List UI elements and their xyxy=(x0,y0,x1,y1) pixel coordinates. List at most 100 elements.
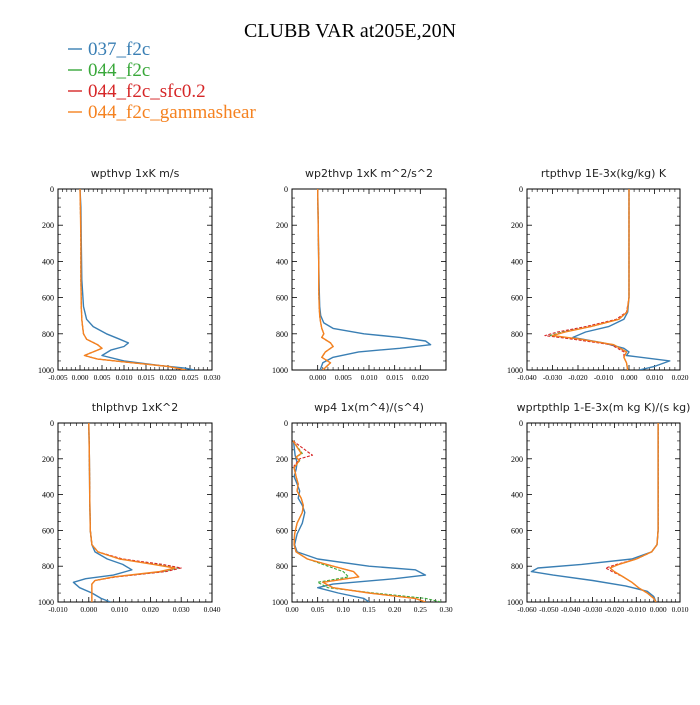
panel: thlpthvp 1xK^2 0 200 400 600 800 1000-0.010 0.0… xyxy=(38,401,221,614)
series-line xyxy=(292,440,426,602)
y-tick-label: 800 xyxy=(276,562,288,571)
y-tick-label: 1000 xyxy=(272,366,288,375)
series-group xyxy=(317,189,432,370)
y-tick-label: 800 xyxy=(276,330,288,339)
legend-entry: 037_f2c xyxy=(68,39,150,60)
x-tick-label: 0.000 xyxy=(309,373,326,382)
x-tick-label: 0.05 xyxy=(311,605,324,614)
y-tick-label: 800 xyxy=(42,562,54,571)
series-line xyxy=(605,423,659,602)
x-tick-label: -0.010 xyxy=(627,605,647,614)
x-tick-label: -0.005 xyxy=(48,373,68,382)
x-tick-label: 0.25 xyxy=(414,605,427,614)
panel-title: thlpthvp 1xK^2 xyxy=(92,401,179,414)
x-tick-label: 0.000 xyxy=(621,373,638,382)
x-tick-label: -0.040 xyxy=(561,605,581,614)
panel: wprtpthlp 1-E-3x(m kg K)/(s kg) 0 200 400 60… xyxy=(507,401,690,614)
y-tick-label: 400 xyxy=(511,257,523,266)
series-group xyxy=(79,189,195,370)
x-tick-label: 0.015 xyxy=(138,373,155,382)
y-tick-label: 1000 xyxy=(507,366,523,375)
x-tick-label: -0.050 xyxy=(539,605,559,614)
figure-title: CLUBB VAR at205E,20N xyxy=(244,20,456,42)
legend-label: 044_f2c_gammashear xyxy=(88,102,256,123)
y-tick-label: 0 xyxy=(519,185,523,194)
series-line xyxy=(79,189,186,370)
y-tick-label: 600 xyxy=(42,294,54,303)
x-tick-label: 0.15 xyxy=(362,605,375,614)
y-tick-label: 200 xyxy=(511,221,523,230)
panel-title: wpthvp 1xK m/s xyxy=(91,167,180,180)
x-tick-label: 0.010 xyxy=(116,373,133,382)
series-line xyxy=(88,423,176,602)
x-tick-label: -0.030 xyxy=(543,373,563,382)
series-line xyxy=(317,189,432,370)
x-tick-label: 0.00 xyxy=(285,605,298,614)
x-tick-label: 0.030 xyxy=(204,373,221,382)
y-tick-label: 200 xyxy=(511,455,523,464)
x-tick-label: -0.020 xyxy=(605,605,625,614)
y-tick-label: 800 xyxy=(42,330,54,339)
panel: wp2thvp 1xK m^2/s^2 0 200 400 600 800 1000 0.00… xyxy=(272,167,447,382)
y-tick-label: 400 xyxy=(276,491,288,500)
y-tick-label: 0 xyxy=(284,185,288,194)
x-tick-label: 0.20 xyxy=(388,605,401,614)
y-tick-label: 600 xyxy=(276,294,288,303)
x-tick-label: 0.020 xyxy=(412,373,429,382)
x-tick-label: 0.005 xyxy=(94,373,111,382)
y-tick-label: 0 xyxy=(50,419,54,428)
x-tick-label: -0.030 xyxy=(583,605,603,614)
series-line xyxy=(609,423,659,602)
x-tick-label: -0.020 xyxy=(568,373,588,382)
y-tick-label: 800 xyxy=(511,330,523,339)
panel-title: wprtpthlp 1-E-3x(m kg K)/(s kg) xyxy=(517,401,691,414)
y-tick-label: 0 xyxy=(284,419,288,428)
x-tick-label: 0.000 xyxy=(650,605,667,614)
y-tick-label: 1000 xyxy=(38,598,54,607)
x-tick-label: -0.010 xyxy=(48,605,68,614)
x-tick-label: 0.020 xyxy=(142,605,159,614)
series-group xyxy=(544,189,671,370)
series-line xyxy=(79,189,186,370)
x-tick-label: -0.060 xyxy=(517,605,537,614)
series-line xyxy=(549,189,630,370)
y-tick-label: 200 xyxy=(276,455,288,464)
x-tick-label: 0.10 xyxy=(337,605,350,614)
legend-label: 044_f2c xyxy=(88,60,150,81)
legend-entry: 044_f2c xyxy=(68,60,150,81)
legend-label: 044_f2c_sfc0.2 xyxy=(88,81,206,102)
x-tick-label: 0.015 xyxy=(386,373,403,382)
y-tick-label: 200 xyxy=(276,221,288,230)
y-tick-label: 400 xyxy=(276,257,288,266)
series-group xyxy=(292,440,442,602)
y-tick-label: 1000 xyxy=(272,598,288,607)
y-tick-label: 400 xyxy=(42,257,54,266)
series-line xyxy=(88,423,182,602)
legend: 037_f2c044_f2c044_f2c_sfc0.2044_f2c_gamm… xyxy=(68,39,256,123)
series-line xyxy=(572,189,671,370)
legend-entry: 044_f2c_gammashear xyxy=(68,102,256,123)
series-line xyxy=(79,189,186,370)
series-line xyxy=(530,423,659,602)
series-line xyxy=(292,440,442,602)
legend-entry: 044_f2c_sfc0.2 xyxy=(68,81,206,102)
x-tick-label: -0.040 xyxy=(517,373,537,382)
series-line xyxy=(292,440,427,602)
series-group xyxy=(530,423,659,602)
x-tick-label: 0.30 xyxy=(439,605,452,614)
x-tick-label: 0.010 xyxy=(672,605,689,614)
x-tick-label: -0.010 xyxy=(594,373,614,382)
x-tick-label: 0.000 xyxy=(80,605,97,614)
x-tick-label: 0.040 xyxy=(204,605,221,614)
panel-title: wp2thvp 1xK m^2/s^2 xyxy=(305,167,433,180)
series-line xyxy=(317,189,334,370)
x-tick-label: 0.025 xyxy=(182,373,199,382)
x-tick-label: 0.020 xyxy=(160,373,177,382)
panel: rtpthvp 1E-3x(kg/kg) K02004006008001000-… xyxy=(507,167,689,382)
y-tick-label: 600 xyxy=(276,526,288,535)
x-tick-label: 0.010 xyxy=(646,373,663,382)
y-tick-label: 200 xyxy=(42,455,54,464)
y-tick-label: 200 xyxy=(42,221,54,230)
